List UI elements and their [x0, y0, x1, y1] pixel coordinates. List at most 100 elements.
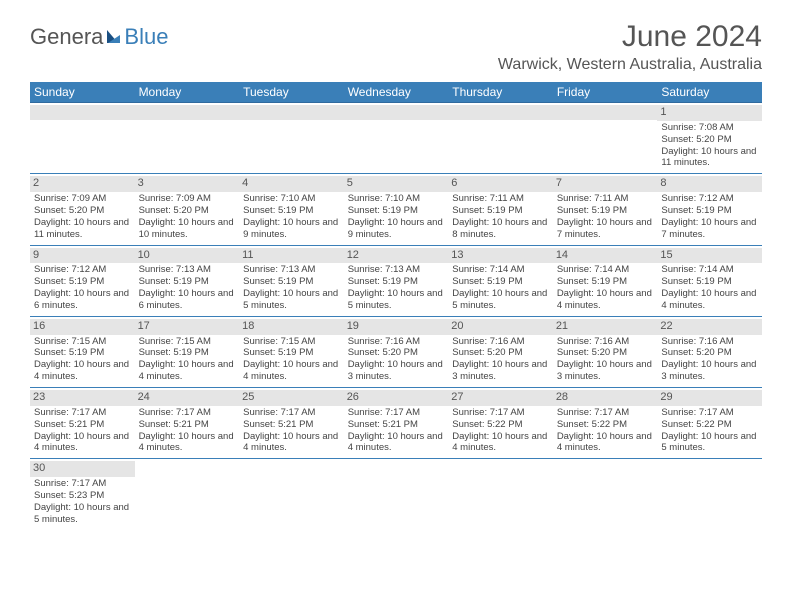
calendar-cell: 29Sunrise: 7:17 AMSunset: 5:22 PMDayligh…: [657, 388, 762, 459]
sunset-text: Sunset: 5:20 PM: [557, 347, 654, 359]
calendar-cell: 6Sunrise: 7:11 AMSunset: 5:19 PMDaylight…: [448, 174, 553, 245]
sunset-text: Sunset: 5:22 PM: [661, 419, 758, 431]
calendar-cell: [135, 459, 240, 530]
daylight-text: Daylight: 10 hours and 7 minutes.: [661, 217, 758, 241]
sunrise-text: Sunrise: 7:12 AM: [661, 193, 758, 205]
sunrise-text: Sunrise: 7:17 AM: [139, 407, 236, 419]
sunset-text: Sunset: 5:19 PM: [452, 276, 549, 288]
daylight-text: Daylight: 10 hours and 8 minutes.: [452, 217, 549, 241]
calendar-cell: 7Sunrise: 7:11 AMSunset: 5:19 PMDaylight…: [553, 174, 658, 245]
daylight-text: Daylight: 10 hours and 5 minutes.: [34, 502, 131, 526]
calendar-cell: 13Sunrise: 7:14 AMSunset: 5:19 PMDayligh…: [448, 245, 553, 316]
sunrise-text: Sunrise: 7:15 AM: [34, 336, 131, 348]
daylight-text: Daylight: 10 hours and 5 minutes.: [348, 288, 445, 312]
daylight-text: Daylight: 10 hours and 3 minutes.: [661, 359, 758, 383]
daylight-text: Daylight: 10 hours and 4 minutes.: [139, 359, 236, 383]
sunrise-text: Sunrise: 7:09 AM: [139, 193, 236, 205]
logo-text-1: Genera: [30, 24, 103, 50]
calendar-cell: [344, 103, 449, 174]
daylight-text: Daylight: 10 hours and 5 minutes.: [661, 431, 758, 455]
day-number-empty: [553, 105, 658, 120]
calendar-cell: 9Sunrise: 7:12 AMSunset: 5:19 PMDaylight…: [30, 245, 135, 316]
day-number: 27: [448, 390, 553, 406]
day-number: 21: [553, 319, 658, 335]
sunrise-text: Sunrise: 7:17 AM: [243, 407, 340, 419]
day-number: 15: [657, 248, 762, 264]
calendar-cell: 19Sunrise: 7:16 AMSunset: 5:20 PMDayligh…: [344, 316, 449, 387]
calendar-cell: 28Sunrise: 7:17 AMSunset: 5:22 PMDayligh…: [553, 388, 658, 459]
calendar-week: 9Sunrise: 7:12 AMSunset: 5:19 PMDaylight…: [30, 245, 762, 316]
dow-wednesday: Wednesday: [344, 82, 449, 103]
daylight-text: Daylight: 10 hours and 11 minutes.: [34, 217, 131, 241]
calendar-cell: 23Sunrise: 7:17 AMSunset: 5:21 PMDayligh…: [30, 388, 135, 459]
day-number: 29: [657, 390, 762, 406]
sunset-text: Sunset: 5:19 PM: [243, 276, 340, 288]
daylight-text: Daylight: 10 hours and 7 minutes.: [557, 217, 654, 241]
day-number: 4: [239, 176, 344, 192]
calendar-cell: 12Sunrise: 7:13 AMSunset: 5:19 PMDayligh…: [344, 245, 449, 316]
day-number-empty: [135, 105, 240, 120]
sunrise-text: Sunrise: 7:16 AM: [557, 336, 654, 348]
sunrise-text: Sunrise: 7:14 AM: [557, 264, 654, 276]
calendar-cell: 24Sunrise: 7:17 AMSunset: 5:21 PMDayligh…: [135, 388, 240, 459]
sunrise-text: Sunrise: 7:17 AM: [661, 407, 758, 419]
calendar-cell: 27Sunrise: 7:17 AMSunset: 5:22 PMDayligh…: [448, 388, 553, 459]
sunset-text: Sunset: 5:19 PM: [661, 276, 758, 288]
sunrise-text: Sunrise: 7:13 AM: [139, 264, 236, 276]
sunset-text: Sunset: 5:19 PM: [557, 276, 654, 288]
calendar-cell: [657, 459, 762, 530]
calendar-cell: 20Sunrise: 7:16 AMSunset: 5:20 PMDayligh…: [448, 316, 553, 387]
day-number: 25: [239, 390, 344, 406]
calendar-page: GeneraBlue June 2024 Warwick, Western Au…: [0, 0, 792, 550]
day-number: 13: [448, 248, 553, 264]
sunrise-text: Sunrise: 7:11 AM: [452, 193, 549, 205]
calendar-week: 2Sunrise: 7:09 AMSunset: 5:20 PMDaylight…: [30, 174, 762, 245]
dow-sunday: Sunday: [30, 82, 135, 103]
sunrise-text: Sunrise: 7:10 AM: [348, 193, 445, 205]
sunset-text: Sunset: 5:22 PM: [557, 419, 654, 431]
calendar-cell: 11Sunrise: 7:13 AMSunset: 5:19 PMDayligh…: [239, 245, 344, 316]
day-number: 20: [448, 319, 553, 335]
sunset-text: Sunset: 5:22 PM: [452, 419, 549, 431]
dow-tuesday: Tuesday: [239, 82, 344, 103]
daylight-text: Daylight: 10 hours and 9 minutes.: [243, 217, 340, 241]
day-number-empty: [344, 105, 449, 120]
calendar-cell: 4Sunrise: 7:10 AMSunset: 5:19 PMDaylight…: [239, 174, 344, 245]
sunrise-text: Sunrise: 7:17 AM: [348, 407, 445, 419]
sunset-text: Sunset: 5:20 PM: [452, 347, 549, 359]
location: Warwick, Western Australia, Australia: [498, 56, 762, 74]
day-number: 5: [344, 176, 449, 192]
sunrise-text: Sunrise: 7:15 AM: [243, 336, 340, 348]
daylight-text: Daylight: 10 hours and 4 minutes.: [557, 288, 654, 312]
daylight-text: Daylight: 10 hours and 4 minutes.: [348, 431, 445, 455]
day-number: 18: [239, 319, 344, 335]
calendar-cell: 30Sunrise: 7:17 AMSunset: 5:23 PMDayligh…: [30, 459, 135, 530]
sunset-text: Sunset: 5:21 PM: [139, 419, 236, 431]
daylight-text: Daylight: 10 hours and 3 minutes.: [557, 359, 654, 383]
day-number: 14: [553, 248, 658, 264]
header: GeneraBlue June 2024 Warwick, Western Au…: [30, 20, 762, 74]
calendar-cell: 17Sunrise: 7:15 AMSunset: 5:19 PMDayligh…: [135, 316, 240, 387]
daylight-text: Daylight: 10 hours and 4 minutes.: [34, 431, 131, 455]
calendar-cell: [30, 103, 135, 174]
calendar-cell: [239, 103, 344, 174]
daylight-text: Daylight: 10 hours and 6 minutes.: [139, 288, 236, 312]
day-number: 11: [239, 248, 344, 264]
sunset-text: Sunset: 5:19 PM: [243, 347, 340, 359]
sunset-text: Sunset: 5:19 PM: [348, 205, 445, 217]
calendar-cell: [553, 103, 658, 174]
day-number: 24: [135, 390, 240, 406]
sunrise-text: Sunrise: 7:14 AM: [661, 264, 758, 276]
sunset-text: Sunset: 5:20 PM: [661, 347, 758, 359]
daylight-text: Daylight: 10 hours and 4 minutes.: [452, 431, 549, 455]
sunset-text: Sunset: 5:23 PM: [34, 490, 131, 502]
day-number: 26: [344, 390, 449, 406]
sunset-text: Sunset: 5:19 PM: [243, 205, 340, 217]
sunset-text: Sunset: 5:19 PM: [139, 276, 236, 288]
sunrise-text: Sunrise: 7:09 AM: [34, 193, 131, 205]
sunrise-text: Sunrise: 7:08 AM: [661, 122, 758, 134]
day-number: 9: [30, 248, 135, 264]
dow-monday: Monday: [135, 82, 240, 103]
day-number: 16: [30, 319, 135, 335]
calendar-cell: 2Sunrise: 7:09 AMSunset: 5:20 PMDaylight…: [30, 174, 135, 245]
